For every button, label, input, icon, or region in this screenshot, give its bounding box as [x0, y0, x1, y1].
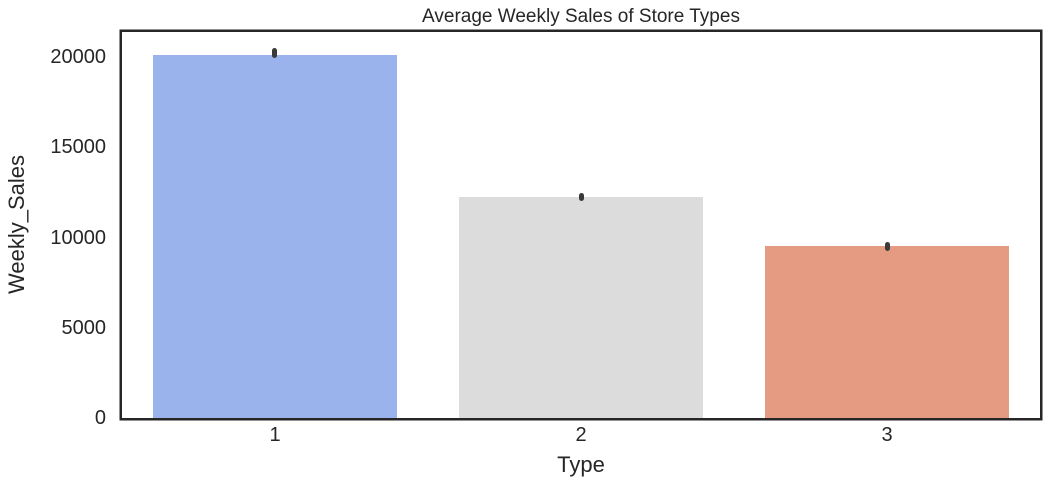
x-tick-label: 1 [269, 424, 281, 446]
x-tick-labels: 1 2 3 [122, 424, 1040, 448]
y-tick-label: 10000 [50, 226, 106, 249]
bar-type-3 [764, 246, 1010, 418]
chart-title: Average Weekly Sales of Store Types [422, 6, 740, 27]
y-tick-label: 5000 [61, 316, 107, 339]
plot-area [122, 32, 1040, 418]
error-bar-type-1 [272, 48, 278, 59]
x-tick-label: 3 [881, 424, 893, 446]
error-bar-type-3 [884, 242, 890, 252]
x-tick-label: 2 [575, 424, 587, 446]
bar-type-2 [458, 197, 704, 418]
y-tick-label: 15000 [50, 136, 106, 159]
bar-type-1 [152, 55, 398, 418]
y-tick-labels: 0 5000 10000 15000 20000 [0, 32, 107, 429]
y-tick-label: 0 [94, 407, 106, 429]
y-tick-label: 20000 [50, 46, 106, 69]
error-bar-type-2 [578, 192, 584, 201]
x-axis-label: Type [557, 452, 605, 477]
